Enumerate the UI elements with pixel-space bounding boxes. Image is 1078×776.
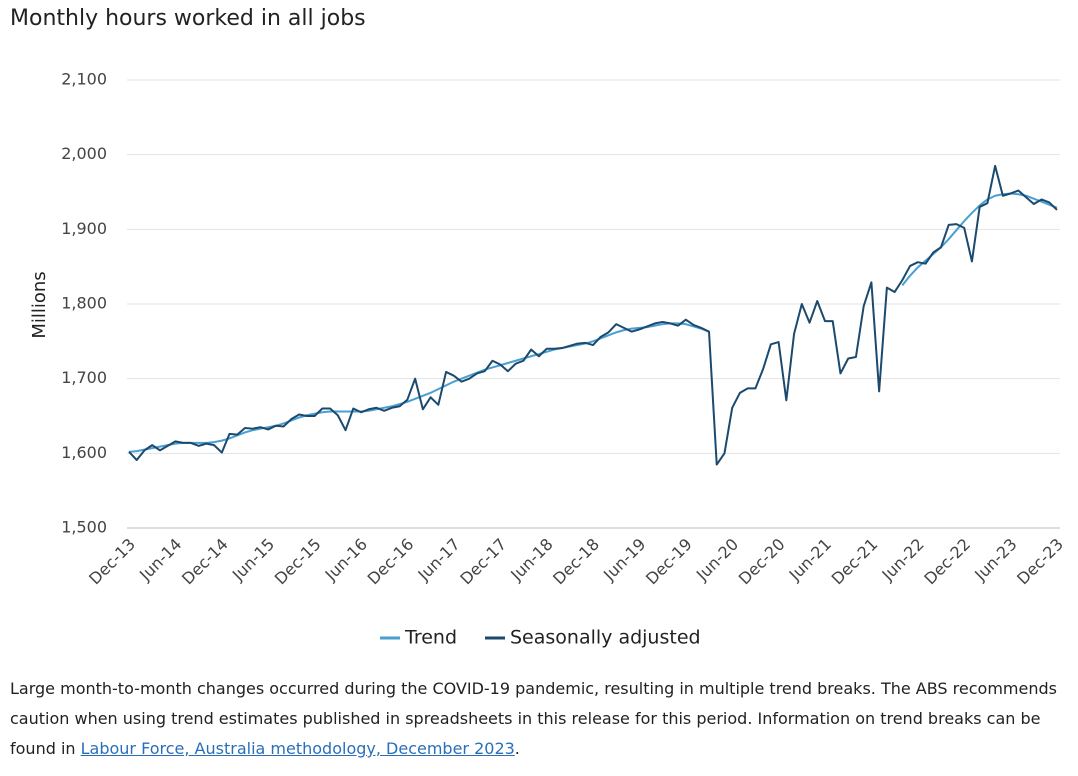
y-tick-label: 1,500 <box>61 518 107 537</box>
x-tick-label: Dec-23 <box>1013 535 1067 589</box>
x-tick-label: Dec-18 <box>549 535 603 589</box>
x-tick-label: Jun-22 <box>878 535 928 585</box>
y-axis-label: Millions <box>29 271 50 338</box>
y-tick-label: 1,800 <box>61 294 107 313</box>
x-tick-label: Dec-14 <box>178 535 232 589</box>
y-tick-label: 1,700 <box>61 368 107 387</box>
y-tick-label: 2,100 <box>61 70 107 89</box>
x-tick-label: Jun-20 <box>692 535 742 585</box>
x-tick-label: Jun-15 <box>228 535 278 585</box>
x-tick-label: Jun-23 <box>970 535 1020 585</box>
y-tick-label: 1,900 <box>61 219 107 238</box>
footnote-end: . <box>514 739 520 758</box>
x-tick-label: Dec-20 <box>735 535 789 589</box>
y-tick-label: 2,000 <box>61 144 107 163</box>
x-tick-label: Jun-21 <box>785 535 835 585</box>
footnote-text: Large month-to-month changes occurred du… <box>10 679 1057 758</box>
y-tick-label: 1,600 <box>61 443 107 462</box>
x-tick-label: Dec-21 <box>828 535 882 589</box>
x-tick-label: Dec-15 <box>271 535 325 589</box>
x-tick-label: Dec-17 <box>456 535 510 589</box>
x-tick-label: Jun-17 <box>414 535 464 585</box>
x-tick-label: Dec-19 <box>642 535 696 589</box>
x-tick-label: Dec-16 <box>364 535 418 589</box>
methodology-link[interactable]: Labour Force, Australia methodology, Dec… <box>80 739 515 758</box>
x-tick-label: Jun-16 <box>321 535 371 585</box>
x-tick-label: Jun-14 <box>135 535 185 585</box>
x-tick-label: Jun-19 <box>599 535 649 585</box>
series-line <box>128 322 710 453</box>
chart-title: Monthly hours worked in all jobs <box>10 6 366 31</box>
x-tick-label: Dec-22 <box>920 535 974 589</box>
x-tick-label: Jun-18 <box>506 535 556 585</box>
x-tick-label: Dec-13 <box>85 535 139 589</box>
legend-label: Trend <box>404 627 457 649</box>
footnote: Large month-to-month changes occurred du… <box>10 674 1060 764</box>
series-line <box>128 164 1058 466</box>
chart: Monthly hours worked in all jobs Million… <box>10 6 1067 649</box>
legend-label: Seasonally adjusted <box>510 627 701 649</box>
